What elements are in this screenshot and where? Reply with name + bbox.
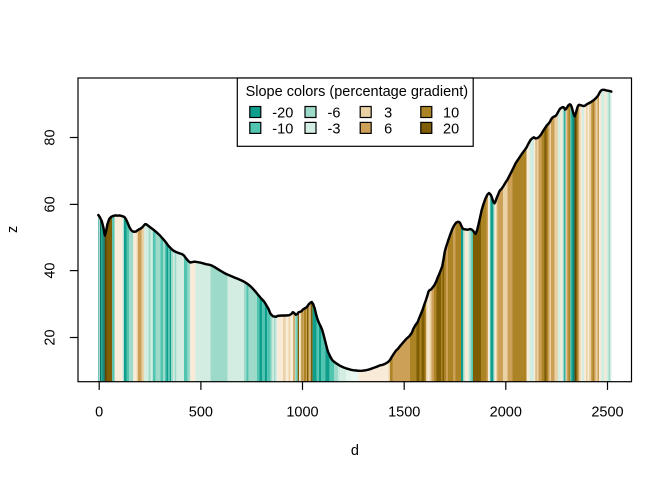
svg-text:-6: -6 (328, 106, 341, 122)
svg-text:2000: 2000 (490, 405, 522, 421)
svg-text:80: 80 (43, 129, 59, 145)
svg-text:z: z (5, 226, 21, 233)
svg-text:0: 0 (95, 405, 103, 421)
svg-text:60: 60 (43, 196, 59, 212)
svg-text:6: 6 (384, 122, 392, 138)
svg-text:1500: 1500 (388, 405, 420, 421)
svg-text:-3: -3 (328, 122, 341, 138)
svg-text:20: 20 (443, 122, 459, 138)
svg-text:10: 10 (443, 106, 459, 122)
svg-text:2500: 2500 (591, 405, 623, 421)
svg-text:500: 500 (189, 405, 213, 421)
svg-text:20: 20 (43, 329, 59, 345)
svg-text:3: 3 (384, 106, 392, 122)
svg-text:-10: -10 (272, 122, 293, 138)
svg-text:d: d (351, 443, 359, 459)
svg-text:Slope colors (percentage gradi: Slope colors (percentage gradient) (246, 84, 468, 100)
svg-text:-20: -20 (272, 106, 293, 122)
svg-text:1000: 1000 (286, 405, 318, 421)
svg-text:40: 40 (43, 263, 59, 279)
